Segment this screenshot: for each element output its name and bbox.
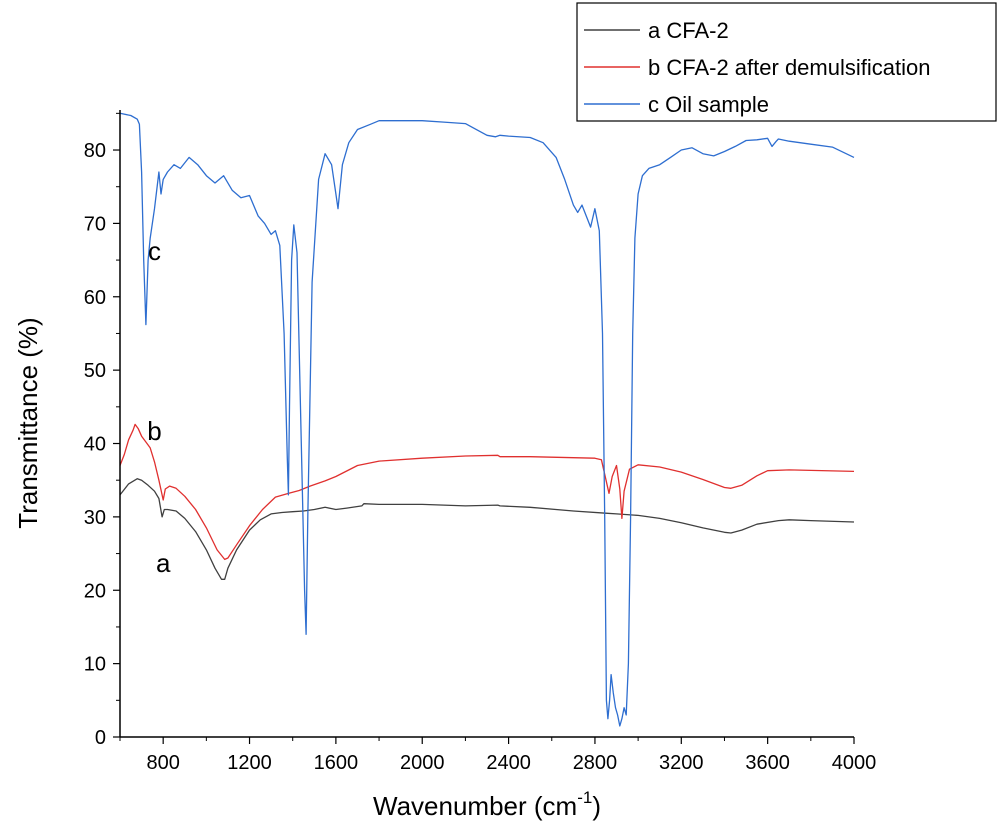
legend-label-a: a CFA-2 — [648, 18, 729, 43]
series-line-b — [119, 423, 855, 561]
spectra-curves — [119, 112, 855, 727]
x-tick-label: 2000 — [400, 752, 445, 774]
x-tick-label: 1600 — [314, 752, 359, 774]
legend-label-b: b CFA-2 after demulsification — [648, 55, 930, 80]
x-tick-label: 1200 — [227, 752, 272, 774]
y-tick-label: 80 — [84, 140, 106, 162]
curve-label-a: a — [156, 548, 171, 578]
legend-label-c: c Oil sample — [648, 92, 769, 117]
x-ticks: 800 1200 1600 2000 2400 2800 3200 3600 4000 — [119, 737, 877, 774]
x-tick-label: 3600 — [745, 752, 790, 774]
y-tick-label: 70 — [84, 213, 106, 235]
x-axis-title: Wavenumber (cm-1) — [373, 788, 601, 821]
curve-annotations: a b c — [147, 236, 171, 578]
curve-label-b: b — [147, 416, 161, 446]
series-line-a — [119, 478, 855, 580]
x-tick-label: 4000 — [832, 752, 877, 774]
y-tick-label: 0 — [95, 727, 106, 749]
legend-box — [576, 2, 997, 122]
y-ticks: 0 10 20 30 40 50 60 70 80 — [84, 112, 120, 749]
legend: a CFA-2 b CFA-2 after demulsification c Oi… — [576, 2, 997, 122]
axes — [119, 110, 854, 738]
x-tick-label: 2400 — [486, 752, 531, 774]
y-axis-title: Transmittance (%) — [13, 317, 43, 528]
curve-label-c: c — [148, 236, 161, 266]
x-axis-title-superscript: -1 — [577, 788, 592, 807]
y-tick-label: 60 — [84, 287, 106, 309]
x-tick-label: 3200 — [659, 752, 704, 774]
y-tick-label: 40 — [84, 434, 106, 456]
x-tick-label: 800 — [146, 752, 179, 774]
series-line-c — [119, 112, 855, 727]
y-tick-label: 50 — [84, 360, 106, 382]
x-tick-label: 2800 — [573, 752, 618, 774]
y-tick-label: 30 — [84, 507, 106, 529]
y-tick-label: 20 — [84, 580, 106, 602]
y-tick-label: 10 — [84, 654, 106, 676]
